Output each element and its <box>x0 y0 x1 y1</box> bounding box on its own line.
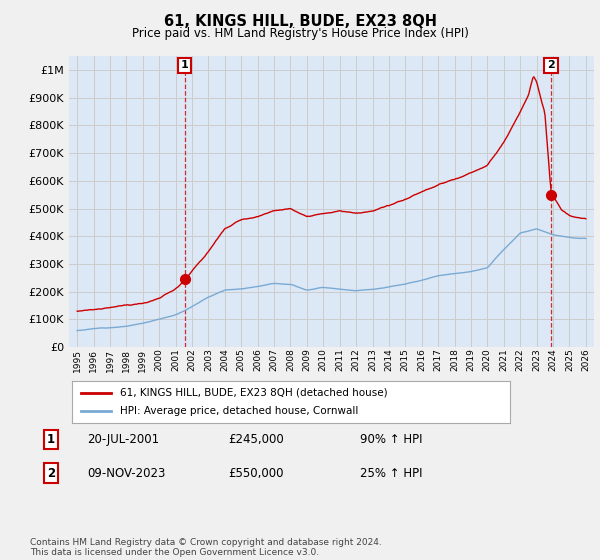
Text: 09-NOV-2023: 09-NOV-2023 <box>87 466 166 480</box>
Text: 25% ↑ HPI: 25% ↑ HPI <box>360 466 422 480</box>
Text: 61, KINGS HILL, BUDE, EX23 8QH: 61, KINGS HILL, BUDE, EX23 8QH <box>163 14 437 29</box>
Text: £245,000: £245,000 <box>228 433 284 446</box>
Text: £550,000: £550,000 <box>228 466 284 480</box>
Text: 2: 2 <box>47 466 55 480</box>
Text: 90% ↑ HPI: 90% ↑ HPI <box>360 433 422 446</box>
Text: 61, KINGS HILL, BUDE, EX23 8QH (detached house): 61, KINGS HILL, BUDE, EX23 8QH (detached… <box>120 388 388 398</box>
Text: Price paid vs. HM Land Registry's House Price Index (HPI): Price paid vs. HM Land Registry's House … <box>131 27 469 40</box>
Text: 1: 1 <box>181 60 188 71</box>
Text: HPI: Average price, detached house, Cornwall: HPI: Average price, detached house, Corn… <box>120 406 359 416</box>
Text: Contains HM Land Registry data © Crown copyright and database right 2024.
This d: Contains HM Land Registry data © Crown c… <box>30 538 382 557</box>
Text: 2: 2 <box>547 60 555 71</box>
Text: 1: 1 <box>47 433 55 446</box>
Text: 20-JUL-2001: 20-JUL-2001 <box>87 433 159 446</box>
